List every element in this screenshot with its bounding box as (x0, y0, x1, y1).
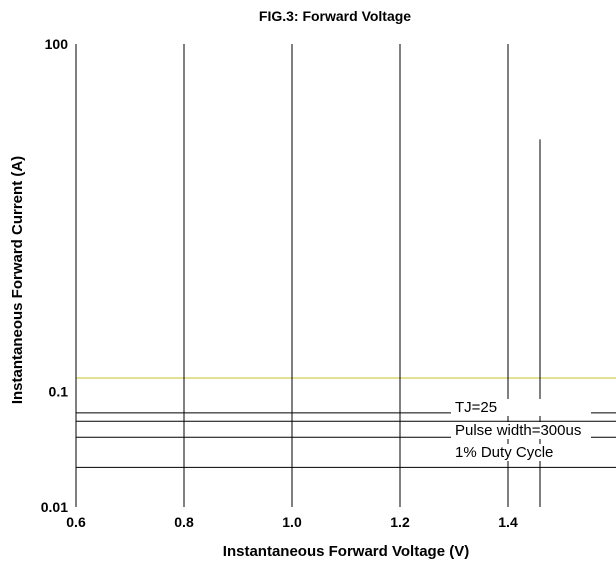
y-axis-label: Instantaneous Forward Current (A) (9, 156, 26, 404)
y-tick-label: 0.01 (41, 499, 68, 515)
x-tick-label: 0.6 (66, 514, 86, 530)
y-tick-label: 0.1 (49, 383, 69, 399)
x-tick-label: 1.4 (498, 514, 518, 530)
note-line: TJ=25 (455, 399, 497, 416)
note-background (451, 399, 591, 416)
note-background (451, 444, 591, 461)
x-tick-label: 0.8 (174, 514, 194, 530)
x-tick-label: 1.2 (390, 514, 410, 530)
y-tick-labels: 100 0.1 0.01 (41, 36, 68, 515)
y-tick-label: 100 (45, 36, 69, 52)
x-tick-label: 1.0 (282, 514, 302, 530)
note-line: 1% Duty Cycle (455, 444, 553, 461)
note-line: Pulse width=300us (455, 422, 581, 439)
x-tick-labels: 0.6 0.8 1.0 1.2 1.4 (66, 514, 518, 530)
note-background (451, 422, 591, 439)
chart-title: FIG.3: Forward Voltage (259, 8, 411, 24)
test-conditions-note: TJ=25 Pulse width=300us 1% Duty Cycle (451, 399, 591, 461)
x-axis-label: Instantaneous Forward Voltage (V) (223, 543, 469, 560)
